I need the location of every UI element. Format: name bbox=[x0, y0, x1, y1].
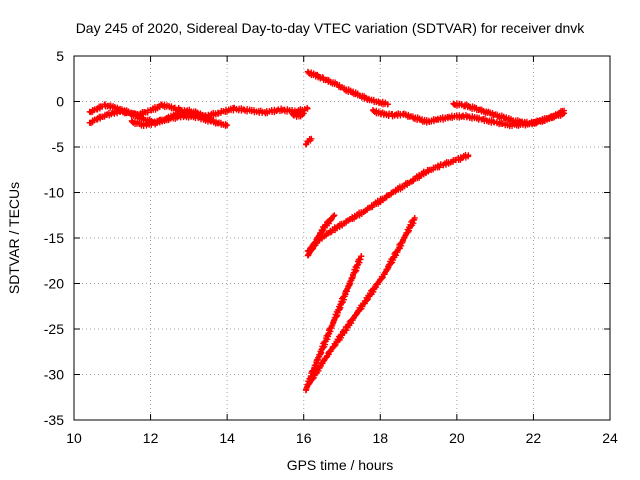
y-tick-label: -25 bbox=[44, 321, 64, 337]
data-point bbox=[224, 122, 231, 129]
data-point bbox=[306, 250, 313, 257]
data-point bbox=[330, 317, 337, 324]
data-point bbox=[399, 237, 406, 244]
x-tick-label: 10 bbox=[66, 430, 82, 446]
x-tick-label: 24 bbox=[602, 430, 618, 446]
data-point bbox=[344, 286, 351, 293]
data-point bbox=[304, 105, 311, 112]
data-point bbox=[358, 253, 365, 260]
data-point bbox=[208, 116, 215, 123]
data-point bbox=[328, 323, 335, 330]
y-tick-label: -30 bbox=[44, 367, 64, 383]
y-axis-label: SDTVAR / TECUs bbox=[6, 182, 22, 294]
grid-lines bbox=[74, 56, 610, 420]
y-tick-label: -5 bbox=[52, 139, 65, 155]
y-tick-label: 5 bbox=[56, 48, 64, 64]
chart-title: Day 245 of 2020, Sidereal Day-to-day VTE… bbox=[76, 20, 586, 36]
data-point bbox=[402, 232, 409, 239]
x-tick-label: 14 bbox=[219, 430, 235, 446]
data-point bbox=[379, 274, 386, 281]
y-tick-label: -35 bbox=[44, 412, 64, 428]
y-tick-label: -15 bbox=[44, 230, 64, 246]
y-tick-label: -20 bbox=[44, 276, 64, 292]
data-point bbox=[306, 379, 313, 386]
x-tick-label: 12 bbox=[143, 430, 159, 446]
x-tick-label: 18 bbox=[372, 430, 388, 446]
data-point bbox=[308, 135, 315, 142]
data-points bbox=[86, 68, 568, 394]
x-axis-label: GPS time / hours bbox=[287, 457, 394, 473]
x-axis-ticks: 10 12 14 16 18 20 22 24 bbox=[66, 56, 618, 446]
data-point bbox=[411, 214, 418, 221]
x-tick-label: 22 bbox=[526, 430, 542, 446]
y-axis-ticks: 5 0 -5 -10 -15 -20 -25 -30 -35 bbox=[44, 48, 610, 428]
data-point bbox=[331, 212, 338, 219]
y-tick-label: 0 bbox=[56, 94, 64, 110]
data-point bbox=[385, 264, 392, 271]
x-tick-label: 16 bbox=[296, 430, 312, 446]
y-tick-label: -10 bbox=[44, 185, 64, 201]
data-point bbox=[300, 110, 307, 117]
data-point bbox=[315, 354, 322, 361]
data-point bbox=[315, 232, 322, 239]
x-tick-label: 20 bbox=[449, 430, 465, 446]
data-point bbox=[465, 152, 472, 159]
data-point bbox=[384, 101, 391, 108]
data-point bbox=[561, 107, 568, 114]
data-point bbox=[330, 213, 337, 220]
